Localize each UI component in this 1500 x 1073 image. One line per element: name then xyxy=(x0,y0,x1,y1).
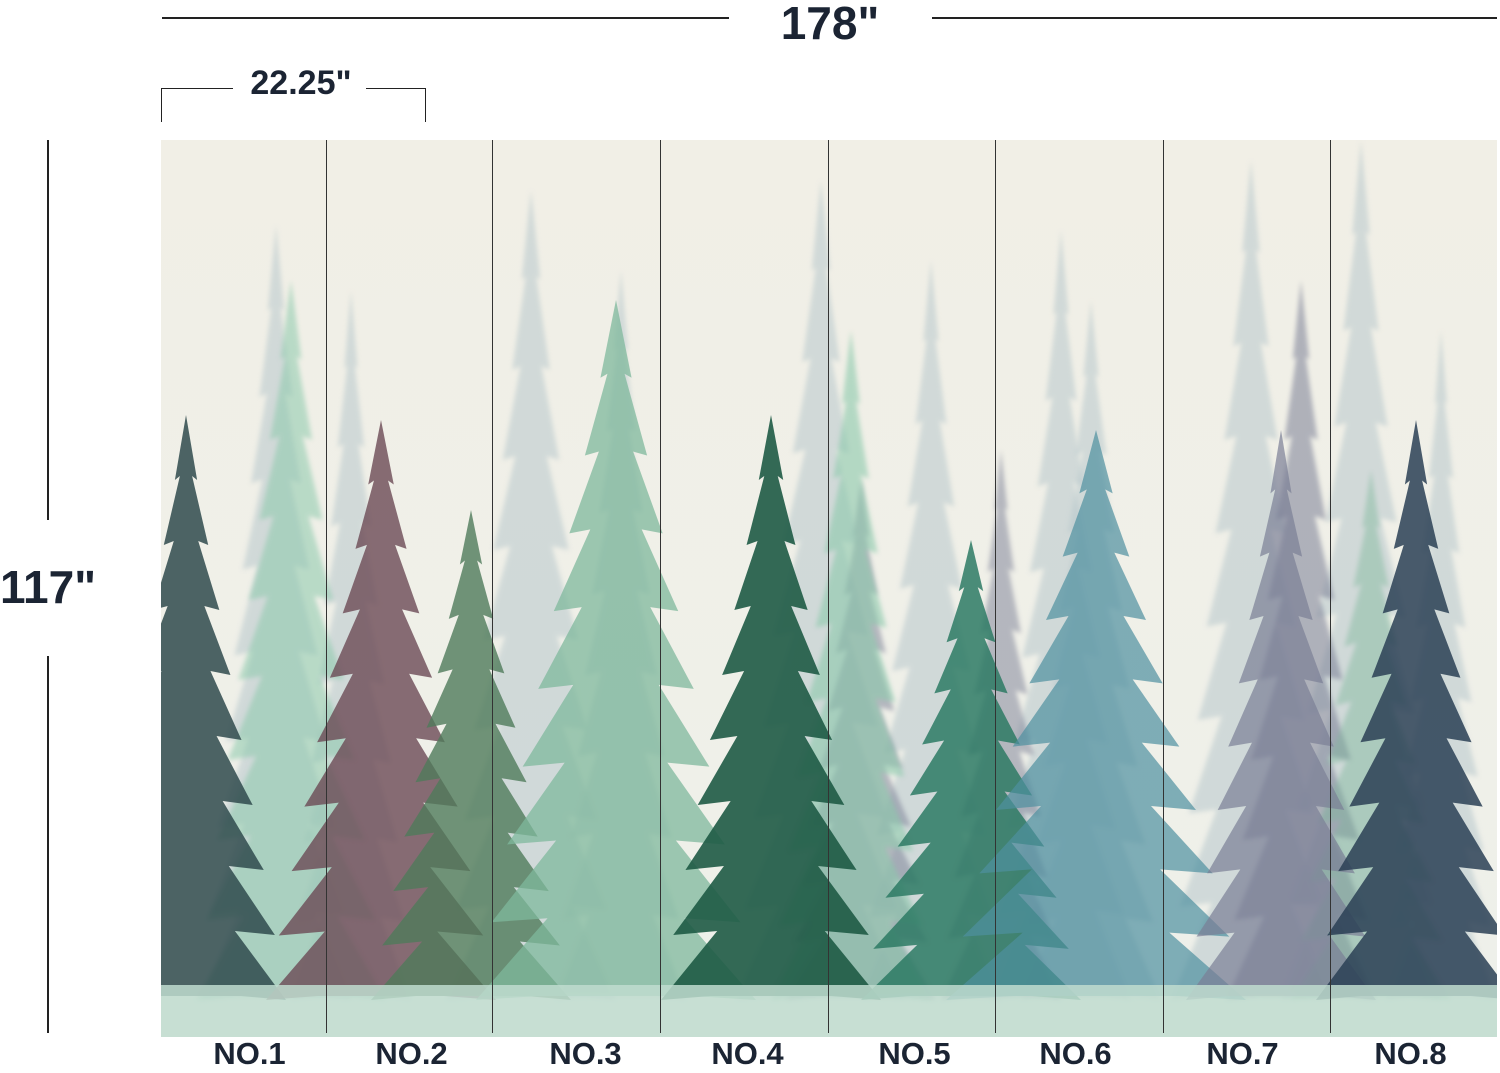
panel-label-3: NO.3 xyxy=(549,1036,622,1071)
panel-divider xyxy=(492,140,493,1033)
pine-tree xyxy=(371,510,571,1000)
height-line-top xyxy=(47,140,49,520)
panel-bracket-line-left xyxy=(161,88,233,89)
panel-divider xyxy=(1330,140,1331,1033)
panel-divider xyxy=(326,140,327,1033)
panel-divider xyxy=(660,140,661,1033)
pine-tree xyxy=(946,430,1246,1000)
panel-label-5: NO.5 xyxy=(878,1036,951,1071)
height-line-bottom xyxy=(47,656,49,1033)
panel-bracket-right-tick xyxy=(425,88,426,122)
forest-mural-image xyxy=(161,140,1497,1037)
panel-label-6: NO.6 xyxy=(1039,1036,1112,1071)
pine-tree xyxy=(161,415,286,1000)
height-label: 117" xyxy=(0,561,97,613)
panel-divider xyxy=(1163,140,1164,1033)
pine-tree xyxy=(1316,420,1497,1000)
panel-label-7: NO.7 xyxy=(1206,1036,1279,1071)
panel-bracket-line-right xyxy=(366,88,426,89)
panel-width-label: 22.25" xyxy=(250,64,352,102)
total-width-line-left xyxy=(162,17,729,19)
total-width-line-right xyxy=(932,17,1497,19)
panel-divider xyxy=(828,140,829,1033)
panel-label-1: NO.1 xyxy=(213,1036,286,1071)
panel-label-4: NO.4 xyxy=(711,1036,784,1071)
pine-tree xyxy=(1186,430,1376,1000)
grass-ground xyxy=(161,985,1497,1037)
total-width-label: 178" xyxy=(780,0,880,49)
panel-divider xyxy=(995,140,996,1033)
pine-tree xyxy=(661,415,881,1000)
panel-label-8: NO.8 xyxy=(1374,1036,1447,1071)
panel-label-2: NO.2 xyxy=(375,1036,448,1071)
panel-bracket-left-tick xyxy=(161,88,162,122)
pine-tree xyxy=(476,300,756,1000)
